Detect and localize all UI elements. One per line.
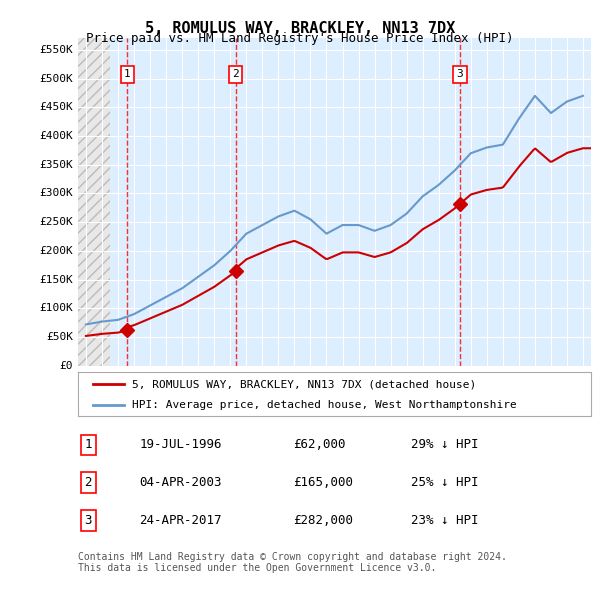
Text: 19-JUL-1996: 19-JUL-1996 bbox=[140, 438, 222, 451]
Text: 1: 1 bbox=[124, 70, 131, 80]
Text: £50K: £50K bbox=[46, 332, 73, 342]
Text: £150K: £150K bbox=[39, 274, 73, 284]
Text: 2: 2 bbox=[85, 476, 92, 489]
Text: 5, ROMULUS WAY, BRACKLEY, NN13 7DX (detached house): 5, ROMULUS WAY, BRACKLEY, NN13 7DX (deta… bbox=[132, 379, 476, 389]
Text: 04-APR-2003: 04-APR-2003 bbox=[140, 476, 222, 489]
Text: £62,000: £62,000 bbox=[293, 438, 346, 451]
Text: 24-APR-2017: 24-APR-2017 bbox=[140, 514, 222, 527]
Text: 2: 2 bbox=[232, 70, 239, 80]
Text: 3: 3 bbox=[457, 70, 463, 80]
Text: £300K: £300K bbox=[39, 188, 73, 198]
Text: £165,000: £165,000 bbox=[293, 476, 353, 489]
Text: £250K: £250K bbox=[39, 217, 73, 227]
Text: £500K: £500K bbox=[39, 74, 73, 84]
Text: £282,000: £282,000 bbox=[293, 514, 353, 527]
Text: 23% ↓ HPI: 23% ↓ HPI bbox=[412, 514, 479, 527]
Text: £400K: £400K bbox=[39, 131, 73, 141]
Text: £550K: £550K bbox=[39, 45, 73, 55]
Text: £0: £0 bbox=[59, 361, 73, 371]
Text: 3: 3 bbox=[85, 514, 92, 527]
Text: 5, ROMULUS WAY, BRACKLEY, NN13 7DX: 5, ROMULUS WAY, BRACKLEY, NN13 7DX bbox=[145, 21, 455, 35]
Text: £450K: £450K bbox=[39, 102, 73, 112]
Text: 29% ↓ HPI: 29% ↓ HPI bbox=[412, 438, 479, 451]
Text: Price paid vs. HM Land Registry's House Price Index (HPI): Price paid vs. HM Land Registry's House … bbox=[86, 32, 514, 45]
Text: Contains HM Land Registry data © Crown copyright and database right 2024.
This d: Contains HM Land Registry data © Crown c… bbox=[78, 552, 507, 573]
Text: £200K: £200K bbox=[39, 246, 73, 256]
Bar bbox=[78, 38, 110, 366]
Text: £350K: £350K bbox=[39, 160, 73, 170]
Text: HPI: Average price, detached house, West Northamptonshire: HPI: Average price, detached house, West… bbox=[132, 400, 517, 410]
Text: 25% ↓ HPI: 25% ↓ HPI bbox=[412, 476, 479, 489]
Text: 1: 1 bbox=[85, 438, 92, 451]
Text: £100K: £100K bbox=[39, 303, 73, 313]
